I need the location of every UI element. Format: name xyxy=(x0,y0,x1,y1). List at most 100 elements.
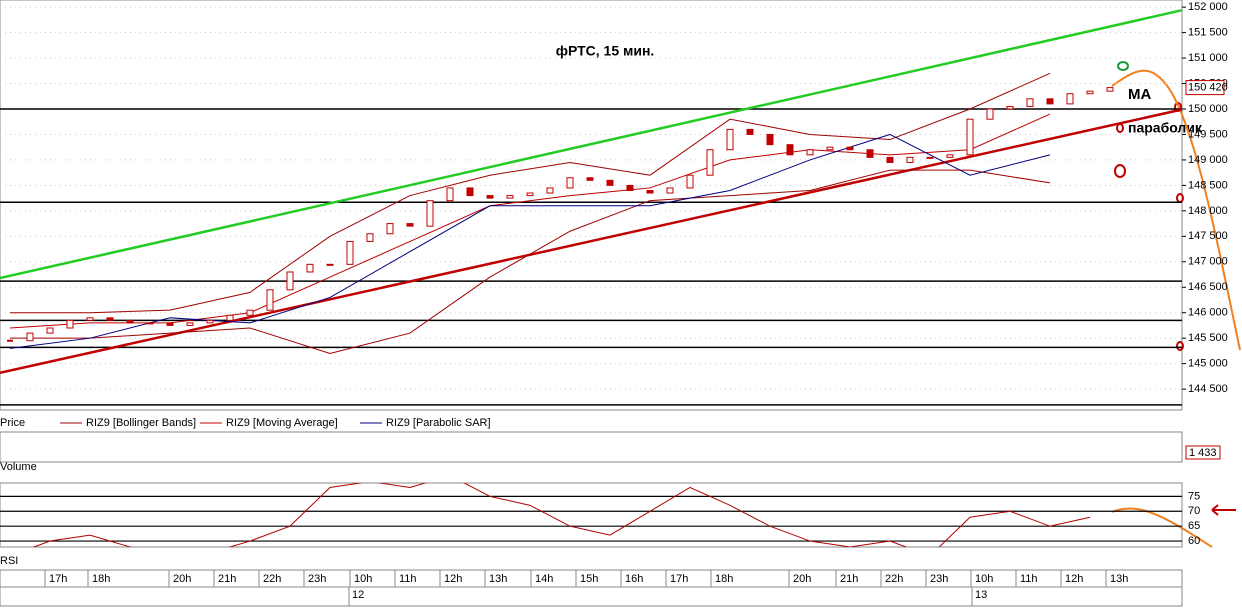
candle xyxy=(566,177,574,189)
y-tick-label: 151 000 xyxy=(1188,52,1228,64)
time-label: 18h xyxy=(715,573,733,585)
day-label: 13 xyxy=(975,589,987,601)
volume-value: 1 433 xyxy=(1189,447,1217,459)
candle xyxy=(706,149,714,176)
candle xyxy=(206,319,214,324)
candle xyxy=(866,149,874,158)
candle xyxy=(166,322,174,326)
candle xyxy=(1066,93,1074,105)
time-label: 12h xyxy=(1065,573,1083,585)
time-label: 15h xyxy=(580,573,598,585)
candle xyxy=(126,319,134,324)
candle xyxy=(86,317,94,321)
time-label: 20h xyxy=(793,573,811,585)
candle xyxy=(1006,105,1014,110)
candle xyxy=(506,195,514,199)
candle xyxy=(66,319,74,329)
forecast-curve xyxy=(1111,507,1213,548)
price-panel xyxy=(0,0,1183,411)
y-tick-label: 150 000 xyxy=(1188,103,1228,115)
arrow xyxy=(1211,504,1236,516)
time-label: 11h xyxy=(399,573,417,585)
time-label: 13h xyxy=(489,573,507,585)
candle xyxy=(1026,98,1034,107)
last-price-label: 150 420 xyxy=(1188,82,1228,94)
candle xyxy=(186,322,194,326)
time-label: 17h xyxy=(670,573,688,585)
candle xyxy=(546,187,554,194)
candle xyxy=(106,317,114,321)
last-price-box xyxy=(1185,80,1225,96)
candle xyxy=(586,177,594,181)
candle xyxy=(426,200,434,227)
candle xyxy=(986,108,994,120)
time-label: 17h xyxy=(49,573,67,585)
marker-circles xyxy=(1114,61,1184,351)
time-axis xyxy=(0,569,1183,607)
indicator-line xyxy=(9,133,1051,349)
candle xyxy=(486,195,494,199)
candle xyxy=(306,263,314,273)
rsi-panel xyxy=(0,482,1183,548)
rsi-tick-label: 75 xyxy=(1188,490,1200,502)
indicator-line xyxy=(10,169,1051,354)
time-label: 23h xyxy=(930,573,948,585)
rsi-line xyxy=(32,483,1091,547)
candle xyxy=(266,289,274,311)
candle xyxy=(326,263,334,266)
candle xyxy=(926,156,934,159)
candle xyxy=(1046,98,1054,105)
volume-panel xyxy=(0,431,1183,463)
candle xyxy=(766,133,774,146)
candle xyxy=(686,174,694,189)
time-label: 14h xyxy=(535,573,553,585)
legend-label: RIZ9 [Moving Average] xyxy=(226,417,338,429)
candle xyxy=(966,118,974,156)
y-tick-label: 144 500 xyxy=(1188,383,1228,395)
time-label: 12h xyxy=(444,573,462,585)
y-tick-label: 147 500 xyxy=(1188,230,1228,242)
candle xyxy=(1106,87,1114,92)
time-label: 22h xyxy=(885,573,903,585)
indicator-line xyxy=(9,113,1051,329)
candle xyxy=(226,314,234,321)
panel-label: Volume xyxy=(0,461,37,473)
candle xyxy=(466,187,474,197)
candle xyxy=(406,223,414,227)
volume-value-box xyxy=(1185,445,1221,460)
time-label: 20h xyxy=(173,573,191,585)
candle xyxy=(386,223,394,235)
candle xyxy=(666,187,674,194)
candle xyxy=(806,149,814,156)
y-tick-label: 148 500 xyxy=(1188,179,1228,191)
candle xyxy=(606,179,614,186)
candle xyxy=(826,146,834,151)
rsi-tick-label: 60 xyxy=(1188,535,1200,547)
candle xyxy=(366,233,374,242)
candle xyxy=(526,192,534,197)
candle xyxy=(626,184,634,191)
time-label: 23h xyxy=(308,573,326,585)
trendline xyxy=(0,8,1183,280)
y-tick-label: 152 000 xyxy=(1188,1,1228,13)
candle xyxy=(906,156,914,163)
annotation: параболик xyxy=(1128,120,1203,136)
candle xyxy=(246,309,254,316)
candle xyxy=(946,154,954,158)
chart-title: фРТС, 15 мин. xyxy=(556,43,655,59)
annotation: МА xyxy=(1128,86,1151,103)
trendline xyxy=(0,108,1183,375)
panel-label: RSI xyxy=(0,555,18,567)
candle xyxy=(26,332,34,342)
time-label: 10h xyxy=(975,573,993,585)
time-label: 13h xyxy=(1110,573,1128,585)
legend-label: RIZ9 [Parabolic SAR] xyxy=(386,417,491,429)
time-label: 10h xyxy=(354,573,372,585)
candle xyxy=(646,189,654,194)
candle xyxy=(346,240,354,265)
candle xyxy=(786,144,794,156)
rsi-tick-label: 65 xyxy=(1188,520,1200,532)
candle xyxy=(1086,90,1094,95)
legend-label: RIZ9 [Bollinger Bands] xyxy=(86,417,196,429)
time-label: 18h xyxy=(92,573,110,585)
